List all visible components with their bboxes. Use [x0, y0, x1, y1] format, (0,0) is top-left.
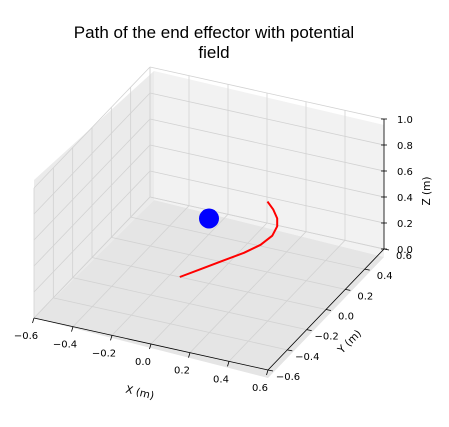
y-tick-label: 0.0 — [338, 312, 354, 323]
grid-z-side-5 — [33, 66, 151, 189]
y-tick-4 — [345, 288, 351, 291]
pane-floor — [34, 200, 384, 378]
x-tick-5 — [227, 361, 230, 367]
x-tick-3 — [149, 343, 152, 350]
grid-lines — [33, 66, 385, 371]
y-axis-label: Y (m) — [335, 328, 364, 357]
y-tick-2 — [306, 329, 312, 332]
z-axis-label: Z (m) — [421, 177, 433, 206]
end-effector-path — [179, 201, 279, 278]
y-tick-label: 0.2 — [357, 291, 373, 302]
y-tick-label: −0.6 — [276, 372, 300, 383]
pane-left-wall — [34, 71, 154, 318]
grid-z-back-0 — [149, 196, 385, 250]
z-tick-label: 0.6 — [397, 167, 413, 178]
grid-y-floor-5 — [130, 216, 365, 270]
z-tick-label: 0.8 — [397, 141, 413, 152]
y-tick-label: 0.4 — [377, 271, 393, 282]
chart-title-line-2: field — [198, 43, 229, 62]
axis-ticks: −0.6−0.4−0.20.00.20.40.6−0.6−0.4−0.20.00… — [14, 115, 413, 394]
chart-title-line-1: Path of the end effector with potential — [74, 23, 354, 42]
x-tick-label: 0.0 — [135, 357, 151, 368]
y-tick-label: −0.4 — [295, 352, 319, 363]
z-tick-label: 0.0 — [397, 245, 413, 256]
grid-z-back-3 — [149, 118, 385, 172]
grid-z-back-1 — [149, 170, 385, 224]
x-axis-label: X (m) — [124, 384, 155, 403]
grid-z-back-5 — [149, 66, 385, 120]
x-tick-0 — [32, 317, 35, 324]
grid-z-side-4 — [33, 92, 151, 215]
grid-z-side-3 — [33, 118, 151, 241]
x-tick-label: −0.6 — [14, 331, 38, 342]
grid-y-floor-2 — [72, 277, 307, 331]
x-tick-label: −0.4 — [53, 340, 77, 351]
z-tick-label: 0.2 — [397, 219, 413, 230]
x-tick-1 — [71, 326, 74, 332]
grid-y-floor-1 — [53, 297, 288, 351]
grid-z-side-1 — [33, 170, 151, 293]
y-tick-label: −0.2 — [315, 332, 339, 343]
z-tick-label: 1.0 — [397, 115, 413, 126]
obstacle-sphere — [199, 208, 219, 229]
grid-z-back-2 — [149, 144, 385, 198]
y-tick-5 — [364, 268, 370, 271]
y-tick-3 — [325, 309, 332, 311]
y-tick-1 — [287, 349, 293, 352]
x-tick-6 — [266, 369, 269, 376]
grid-y-floor-3 — [91, 257, 327, 310]
z-tick-label: 0.4 — [397, 193, 413, 204]
x-tick-label: 0.4 — [213, 374, 229, 385]
grid-y-floor-4 — [111, 236, 346, 290]
x-tick-label: 0.6 — [252, 383, 268, 394]
grid-z-side-2 — [33, 144, 151, 267]
y-tick-0 — [267, 369, 274, 372]
data-layer — [179, 201, 279, 278]
y-tick-label: 0.6 — [396, 251, 412, 262]
x-tick-label: −0.2 — [92, 348, 116, 359]
x-tick-label: 0.2 — [174, 366, 190, 377]
grid-z-back-4 — [149, 92, 385, 146]
grid-z-side-0 — [33, 196, 151, 319]
x-tick-2 — [110, 335, 113, 341]
x-tick-4 — [188, 352, 191, 358]
